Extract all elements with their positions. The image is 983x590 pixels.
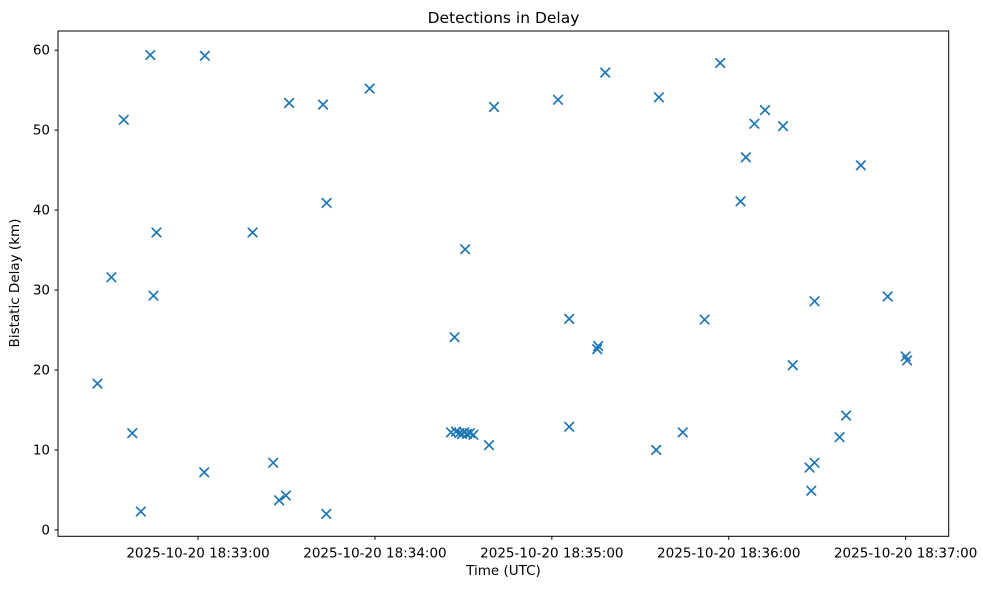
- y-tick-label: 30: [33, 283, 50, 299]
- x-tick-label: 2025-10-20 18:35:00: [480, 545, 623, 561]
- y-tick-label: 40: [33, 203, 50, 219]
- data-point-marker: [145, 49, 156, 61]
- data-point-marker: [699, 314, 710, 325]
- data-point-marker: [488, 101, 500, 113]
- data-point-marker: [806, 485, 817, 496]
- data-point-marker: [106, 272, 117, 283]
- data-point-marker: [552, 94, 564, 105]
- data-point-marker: [449, 332, 460, 343]
- y-tick-label: 50: [33, 123, 50, 139]
- data-point-marker: [92, 378, 103, 389]
- data-point-marker: [882, 291, 893, 302]
- data-point-marker: [268, 457, 279, 468]
- data-point-marker: [364, 83, 375, 94]
- plot-border: [57, 30, 950, 537]
- data-point-marker: [834, 432, 845, 443]
- data-point-marker: [809, 296, 820, 307]
- data-point-marker: [840, 410, 852, 421]
- data-point-marker: [321, 197, 332, 209]
- x-tick-label: 2025-10-20 18:33:00: [126, 545, 269, 561]
- data-point-marker: [148, 290, 159, 301]
- data-point-marker: [199, 50, 210, 61]
- data-point-marker: [735, 196, 746, 207]
- data-point-marker: [759, 105, 771, 116]
- data-point-marker: [855, 160, 866, 171]
- data-point-marker: [787, 360, 798, 371]
- x-axis-ticks: 2025-10-20 18:33:00 2025-10-20 18:34:00 20…: [126, 536, 977, 561]
- x-axis-label: Time (UTC): [466, 563, 541, 579]
- data-point-marker: [460, 244, 471, 255]
- data-point-marker: [135, 506, 146, 517]
- data-point-marker: [653, 92, 665, 103]
- data-point-marker: [280, 490, 292, 501]
- data-points: [92, 49, 913, 520]
- x-tick-label: 2025-10-20 18:37:00: [834, 545, 977, 561]
- data-point-marker: [127, 428, 138, 439]
- data-point-marker: [901, 355, 913, 366]
- data-point-marker: [317, 99, 329, 110]
- data-point-marker: [564, 421, 575, 432]
- y-tick-label: 20: [33, 362, 50, 378]
- x-tick-label: 2025-10-20 18:34:00: [303, 545, 446, 561]
- data-point-marker: [199, 467, 210, 478]
- chart-title: Detections in Delay: [427, 9, 580, 27]
- data-point-marker: [804, 462, 815, 473]
- data-point-marker: [151, 227, 162, 238]
- data-point-marker: [483, 440, 495, 451]
- data-point-marker: [600, 67, 611, 78]
- data-point-marker: [564, 313, 575, 324]
- data-point-marker: [284, 97, 295, 109]
- x-tick-label: 2025-10-20 18:36:00: [657, 545, 800, 561]
- data-point-marker: [715, 57, 726, 69]
- y-tick-label: 10: [33, 442, 50, 458]
- data-point-marker: [118, 114, 129, 125]
- data-point-marker: [740, 152, 752, 163]
- y-axis-ticks: 0 10 20 30 40 50 60: [33, 43, 58, 538]
- data-point-marker: [468, 429, 479, 440]
- data-point-marker: [749, 118, 760, 129]
- data-point-marker: [651, 444, 662, 456]
- data-point-marker: [677, 427, 688, 438]
- axes-spines: [57, 30, 950, 537]
- data-point-marker: [777, 120, 789, 132]
- data-point-marker: [247, 227, 258, 238]
- y-tick-label: 60: [33, 43, 50, 59]
- data-point-marker: [592, 344, 603, 355]
- data-point-marker: [592, 340, 604, 352]
- y-tick-label: 0: [41, 522, 50, 538]
- data-point-marker: [273, 495, 285, 506]
- data-point-marker: [321, 508, 332, 520]
